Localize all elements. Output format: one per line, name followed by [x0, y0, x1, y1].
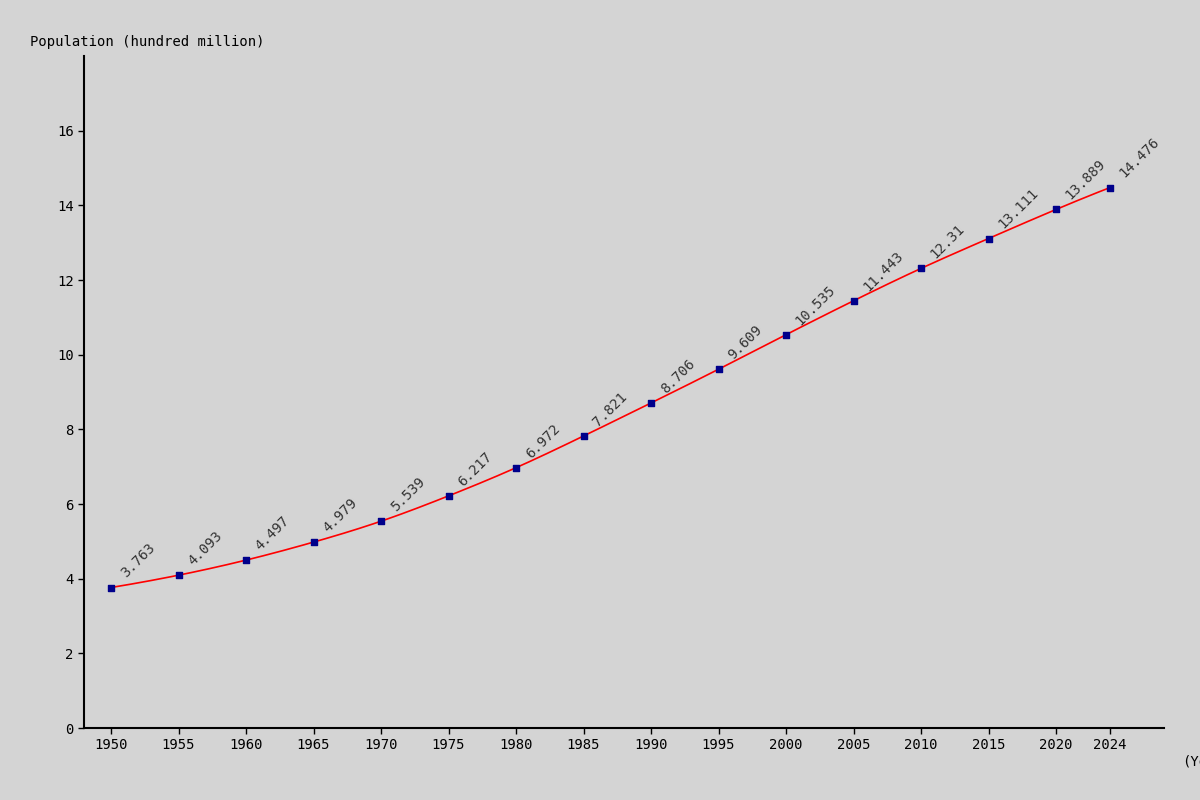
Point	[979, 232, 998, 245]
Text: 12.31: 12.31	[928, 222, 967, 262]
Point	[1100, 181, 1120, 194]
Point	[709, 363, 728, 376]
Point	[574, 430, 593, 442]
Text: 13.111: 13.111	[996, 186, 1040, 231]
Text: 4.979: 4.979	[320, 496, 360, 535]
Text: 9.609: 9.609	[726, 323, 764, 362]
Point	[776, 328, 796, 341]
Text: 13.889: 13.889	[1063, 157, 1109, 202]
Text: 11.443: 11.443	[860, 249, 906, 294]
Text: 14.476: 14.476	[1117, 135, 1163, 181]
Text: 6.972: 6.972	[523, 422, 563, 461]
Text: 8.706: 8.706	[658, 357, 697, 396]
Point	[1046, 203, 1066, 216]
Text: 10.535: 10.535	[793, 282, 839, 328]
Point	[372, 515, 391, 528]
Point	[912, 262, 931, 275]
Point	[844, 294, 863, 307]
Text: 4.093: 4.093	[186, 529, 224, 568]
Text: 7.821: 7.821	[590, 390, 630, 429]
Point	[506, 462, 526, 474]
Point	[236, 554, 256, 566]
Y-axis label: Population (hundred million): Population (hundred million)	[30, 35, 264, 50]
Point	[439, 490, 458, 502]
Point	[169, 569, 188, 582]
Text: 3.763: 3.763	[118, 541, 157, 581]
Text: 6.217: 6.217	[456, 450, 494, 489]
Point	[304, 536, 323, 549]
Text: 4.497: 4.497	[253, 514, 293, 553]
X-axis label: (Year): (Year)	[1182, 755, 1200, 769]
Text: 5.539: 5.539	[388, 474, 427, 514]
Point	[102, 581, 120, 594]
Point	[641, 397, 660, 410]
